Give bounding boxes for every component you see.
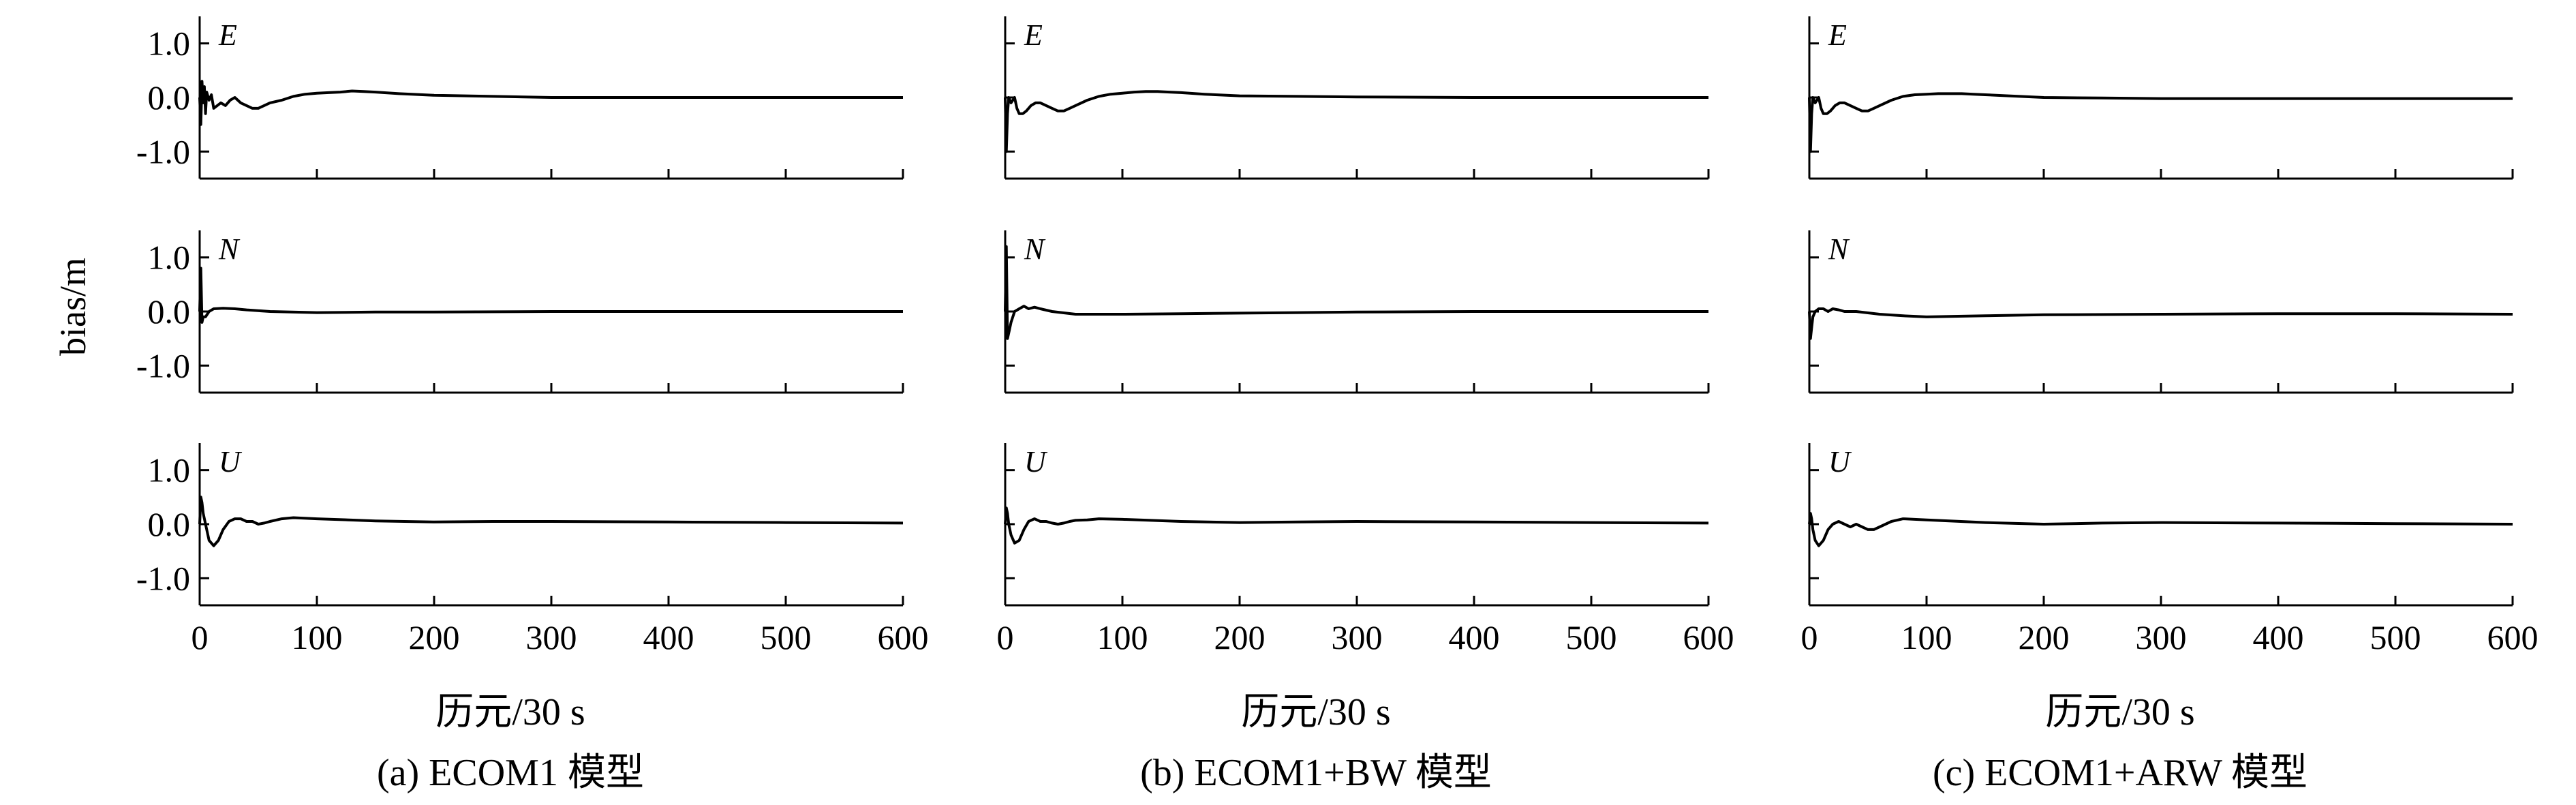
component-label: U <box>1828 445 1852 479</box>
x-tick-label: 600 <box>878 618 929 656</box>
subplot-e: E <box>1004 16 1710 180</box>
series-line-n <box>1004 245 1708 340</box>
subplot-e: E <box>1808 16 2514 180</box>
x-axis-label: 历元/30 s <box>1241 691 1390 733</box>
y-tick-label: 1.0 <box>148 451 191 489</box>
component-label: E <box>1828 18 1847 52</box>
subplot-u: 1.0 0.0 -1.00 100 200 300 400 500 600 U <box>136 443 929 656</box>
y-tick-label: 0.0 <box>148 505 191 543</box>
y-tick-label: 1.0 <box>148 25 191 63</box>
x-tick-label: 0 <box>191 618 209 656</box>
x-tick-label: 100 <box>1097 618 1148 656</box>
y-tick-label: -1.0 <box>136 559 190 597</box>
x-tick-label: 200 <box>2019 618 2070 656</box>
panel-caption: (b) ECOM1+BW 模型 <box>1140 752 1492 794</box>
y-axis-label: bias/m <box>52 258 93 356</box>
component-label: E <box>218 18 237 52</box>
panel-b: E N 0 100 200 300 400 500 600 U 历元/30 s (b) ECOM1+B… <box>997 16 1734 794</box>
x-tick-label: 500 <box>1566 618 1617 656</box>
y-tick-label: 0.0 <box>148 292 191 331</box>
x-axis-label: 历元/30 s <box>435 691 585 733</box>
series-line-e <box>1808 92 2513 153</box>
series-line-u <box>198 496 904 547</box>
component-label: E <box>1024 18 1043 52</box>
component-label: N <box>218 232 241 266</box>
series-line-u <box>1808 512 2513 547</box>
x-tick-label: 500 <box>761 618 812 656</box>
y-tick-label: 0.0 <box>148 78 191 117</box>
y-tick-label: -1.0 <box>136 132 190 170</box>
panel-a: 1.00.0-1.0E1.00.0-1.0N1.00.0-1.00 100 200 3… <box>136 16 929 794</box>
x-tick-label: 600 <box>2487 618 2539 656</box>
component-label: N <box>1024 232 1046 266</box>
component-label: U <box>1024 445 1048 479</box>
x-tick-label: 100 <box>1901 618 1952 656</box>
y-tick-label: 1.0 <box>148 239 191 277</box>
x-tick-label: 100 <box>292 618 343 656</box>
series-line-e <box>1004 90 1708 153</box>
x-tick-label: 200 <box>1214 618 1266 656</box>
x-tick-label: 0 <box>997 618 1014 656</box>
x-tick-label: 300 <box>526 618 577 656</box>
subplot-u: 0 100 200 300 400 500 600 U <box>997 443 1734 656</box>
component-label: U <box>219 445 243 479</box>
subplot-e: 1.0 0.0 -1.0 E <box>136 16 904 180</box>
panel-caption: (a) ECOM1 模型 <box>377 752 644 794</box>
panel-caption: (c) ECOM1+ARW 模型 <box>1933 752 2307 794</box>
series-line-e <box>198 80 903 126</box>
panel-c: E N 0 100 200 300 400 500 600 U 历元/30 s (c) ECOM1+A… <box>1801 16 2539 794</box>
x-tick-label: 600 <box>1683 618 1734 656</box>
x-tick-label: 200 <box>409 618 460 656</box>
x-tick-label: 400 <box>643 618 694 656</box>
x-tick-label: 300 <box>1332 618 1383 656</box>
x-tick-label: 500 <box>2370 618 2421 656</box>
x-tick-label: 400 <box>1449 618 1500 656</box>
x-tick-label: 0 <box>1801 618 1818 656</box>
component-label: N <box>1828 232 1850 266</box>
series-line-u <box>1004 506 1709 545</box>
x-axis-label: 历元/30 s <box>2045 691 2194 733</box>
series-line-n <box>198 267 903 324</box>
x-tick-label: 400 <box>2253 618 2304 656</box>
y-tick-label: -1.0 <box>136 346 190 384</box>
subplot-n: N <box>1004 230 1710 394</box>
series-line-n <box>1808 307 2513 340</box>
subplot-n: 1.0 0.0 -1.0 N <box>136 230 904 394</box>
subplot-n: N <box>1808 230 2514 394</box>
subplot-u: 0 100 200 300 400 500 600 U <box>1801 443 2539 656</box>
x-tick-label: 300 <box>2136 618 2187 656</box>
